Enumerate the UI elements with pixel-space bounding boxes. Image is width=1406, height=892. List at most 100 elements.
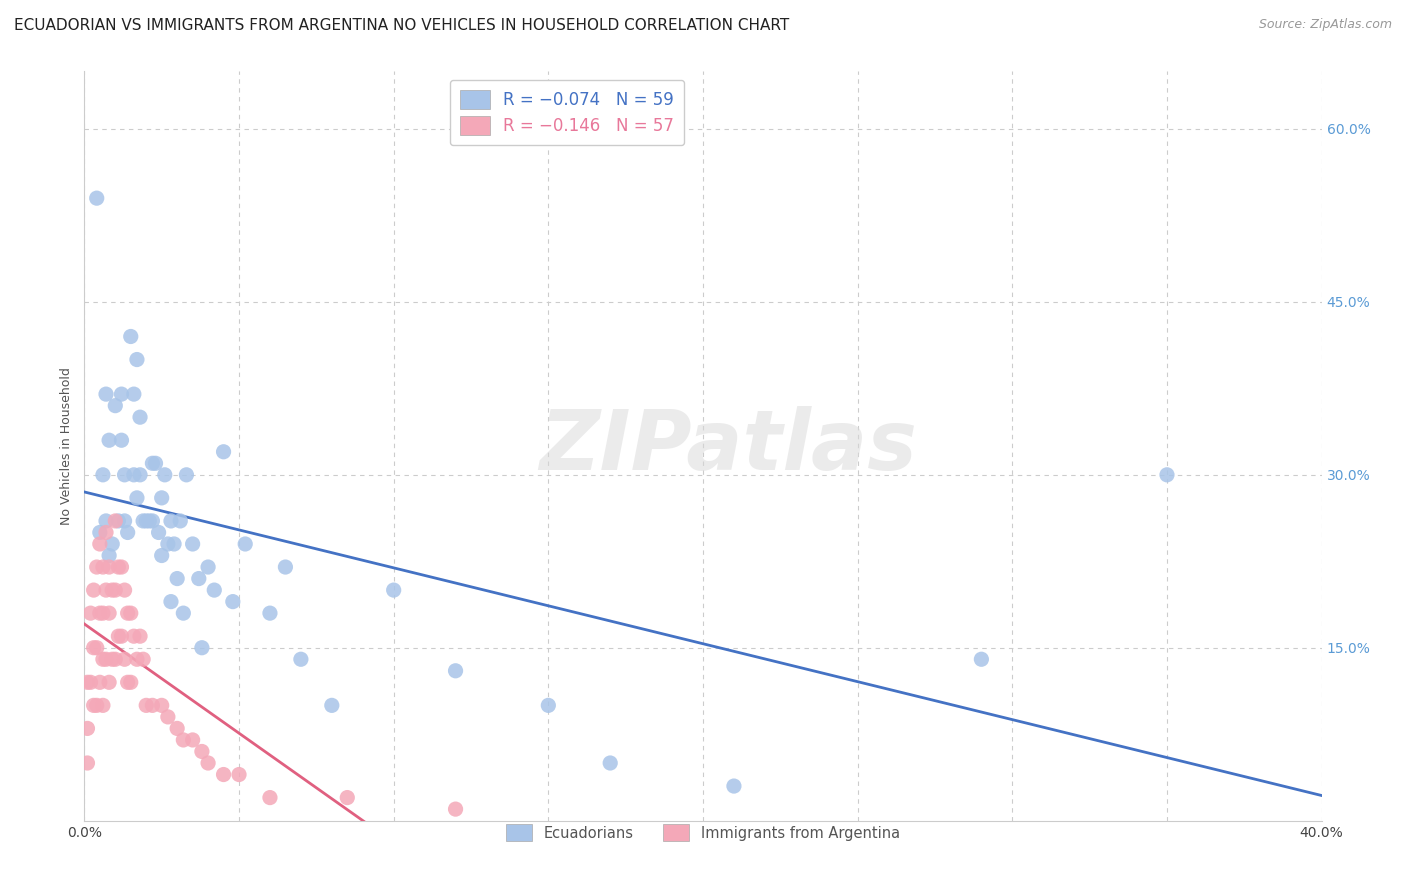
Point xyxy=(83,698,105,713)
Point xyxy=(166,722,188,736)
Point xyxy=(122,387,145,401)
Point xyxy=(104,399,127,413)
Point xyxy=(382,583,405,598)
Point xyxy=(321,698,343,713)
Point xyxy=(141,698,163,713)
Point xyxy=(98,606,121,620)
Point xyxy=(163,537,186,551)
Point xyxy=(141,456,163,470)
Point xyxy=(156,537,179,551)
Point xyxy=(91,652,114,666)
Point xyxy=(101,652,124,666)
Point xyxy=(104,514,127,528)
Point xyxy=(117,675,139,690)
Point xyxy=(145,456,167,470)
Point xyxy=(83,640,105,655)
Point xyxy=(150,491,173,505)
Point xyxy=(86,640,108,655)
Point xyxy=(191,744,214,758)
Point xyxy=(125,491,148,505)
Point xyxy=(89,675,111,690)
Point xyxy=(970,652,993,666)
Point xyxy=(191,640,214,655)
Point xyxy=(94,583,117,598)
Point xyxy=(114,583,136,598)
Point xyxy=(148,525,170,540)
Point xyxy=(202,583,225,598)
Point xyxy=(169,514,191,528)
Point xyxy=(94,387,117,401)
Point xyxy=(104,583,127,598)
Text: ECUADORIAN VS IMMIGRANTS FROM ARGENTINA NO VEHICLES IN HOUSEHOLD CORRELATION CHA: ECUADORIAN VS IMMIGRANTS FROM ARGENTINA … xyxy=(14,18,789,33)
Point xyxy=(86,191,108,205)
Point xyxy=(141,514,163,528)
Point xyxy=(120,329,142,343)
Point xyxy=(117,525,139,540)
Point xyxy=(114,467,136,482)
Point xyxy=(117,606,139,620)
Point xyxy=(79,606,101,620)
Point xyxy=(723,779,745,793)
Point xyxy=(114,514,136,528)
Point xyxy=(135,698,157,713)
Point xyxy=(76,722,98,736)
Point xyxy=(125,652,148,666)
Point xyxy=(107,629,129,643)
Point xyxy=(197,756,219,770)
Point xyxy=(94,514,117,528)
Point xyxy=(150,549,173,563)
Point xyxy=(110,434,132,448)
Point xyxy=(86,560,108,574)
Point xyxy=(107,560,129,574)
Point xyxy=(76,756,98,770)
Point xyxy=(110,560,132,574)
Point xyxy=(101,583,124,598)
Point xyxy=(89,537,111,551)
Point xyxy=(110,629,132,643)
Point xyxy=(153,467,176,482)
Point xyxy=(150,698,173,713)
Point xyxy=(259,606,281,620)
Point xyxy=(91,560,114,574)
Point xyxy=(444,802,467,816)
Point xyxy=(228,767,250,781)
Point xyxy=(120,675,142,690)
Point xyxy=(91,698,114,713)
Point xyxy=(181,733,204,747)
Point xyxy=(76,675,98,690)
Point xyxy=(172,606,194,620)
Point xyxy=(104,652,127,666)
Point xyxy=(122,467,145,482)
Point xyxy=(132,514,155,528)
Point xyxy=(91,467,114,482)
Text: ZIPatlas: ZIPatlas xyxy=(538,406,917,486)
Point xyxy=(172,733,194,747)
Point xyxy=(160,594,183,608)
Point xyxy=(135,514,157,528)
Point xyxy=(537,698,560,713)
Legend: Ecuadorians, Immigrants from Argentina: Ecuadorians, Immigrants from Argentina xyxy=(501,819,905,847)
Point xyxy=(107,514,129,528)
Point xyxy=(444,664,467,678)
Point xyxy=(181,537,204,551)
Point xyxy=(101,537,124,551)
Point xyxy=(98,675,121,690)
Point xyxy=(129,410,152,425)
Point xyxy=(114,652,136,666)
Point xyxy=(89,525,111,540)
Point xyxy=(166,572,188,586)
Point xyxy=(197,560,219,574)
Point xyxy=(274,560,297,574)
Point xyxy=(187,572,209,586)
Point xyxy=(138,514,160,528)
Point xyxy=(233,537,256,551)
Point xyxy=(110,387,132,401)
Point xyxy=(290,652,312,666)
Point xyxy=(94,525,117,540)
Point xyxy=(89,606,111,620)
Point xyxy=(212,444,235,458)
Point xyxy=(129,467,152,482)
Point xyxy=(79,675,101,690)
Point xyxy=(599,756,621,770)
Point xyxy=(120,606,142,620)
